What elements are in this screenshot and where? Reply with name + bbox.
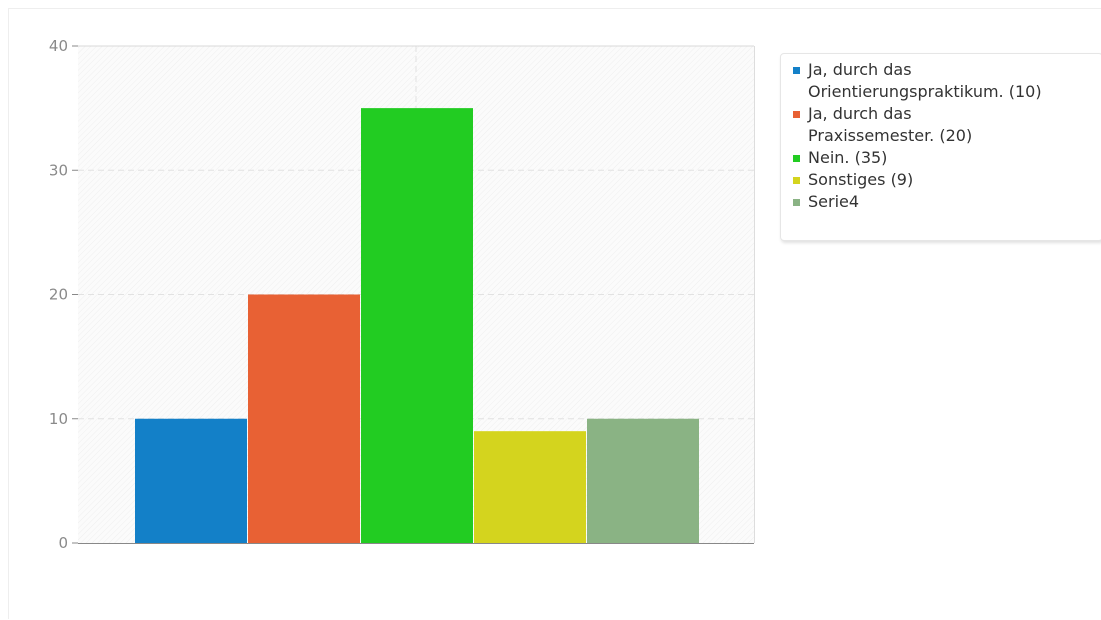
y-tick-label-10: 10 <box>49 410 68 428</box>
legend-swatch <box>793 199 800 206</box>
y-tick-label-30: 30 <box>49 161 68 179</box>
legend-item[interactable]: Nein. (35) <box>793 147 1101 169</box>
bar-series-1[interactable] <box>135 418 247 543</box>
legend-label: Ja, durch das Praxissemester. (20) <box>808 104 973 145</box>
legend-swatch <box>793 155 800 162</box>
legend-swatch <box>793 177 800 184</box>
bar-series-4[interactable] <box>474 431 586 543</box>
legend-item[interactable]: Ja, durch das Orientierungspraktikum. (1… <box>793 59 1101 103</box>
legend-label: Sonstiges (9) <box>808 170 914 189</box>
legend-swatch <box>793 111 800 118</box>
y-tick-label-20: 20 <box>49 286 68 304</box>
bar-series-3[interactable] <box>361 108 473 543</box>
bars <box>135 108 699 543</box>
bar-chart: 0 10 20 30 40 <box>49 37 755 552</box>
legend: Ja, durch das Orientierungspraktikum. (1… <box>780 53 1101 241</box>
bar-series-5[interactable] <box>587 418 699 543</box>
legend-swatch <box>793 67 800 74</box>
legend-label: Nein. (35) <box>808 148 888 167</box>
y-tick-label-0: 0 <box>58 534 68 552</box>
legend-label: Serie4 <box>808 192 860 211</box>
legend-item[interactable]: Serie4 <box>793 191 1101 213</box>
y-axis-ticks: 0 10 20 30 40 <box>49 37 78 552</box>
legend-item[interactable]: Sonstiges (9) <box>793 169 1101 191</box>
y-tick-label-40: 40 <box>49 37 68 55</box>
chart-panel: 0 10 20 30 40 Ja, durch das Orientierungspra… <box>8 8 1101 619</box>
bar-series-2[interactable] <box>248 294 360 544</box>
legend-label: Ja, durch das Orientierungspraktikum. (1… <box>808 60 1042 101</box>
legend-item[interactable]: Ja, durch das Praxissemester. (20) <box>793 103 1101 147</box>
